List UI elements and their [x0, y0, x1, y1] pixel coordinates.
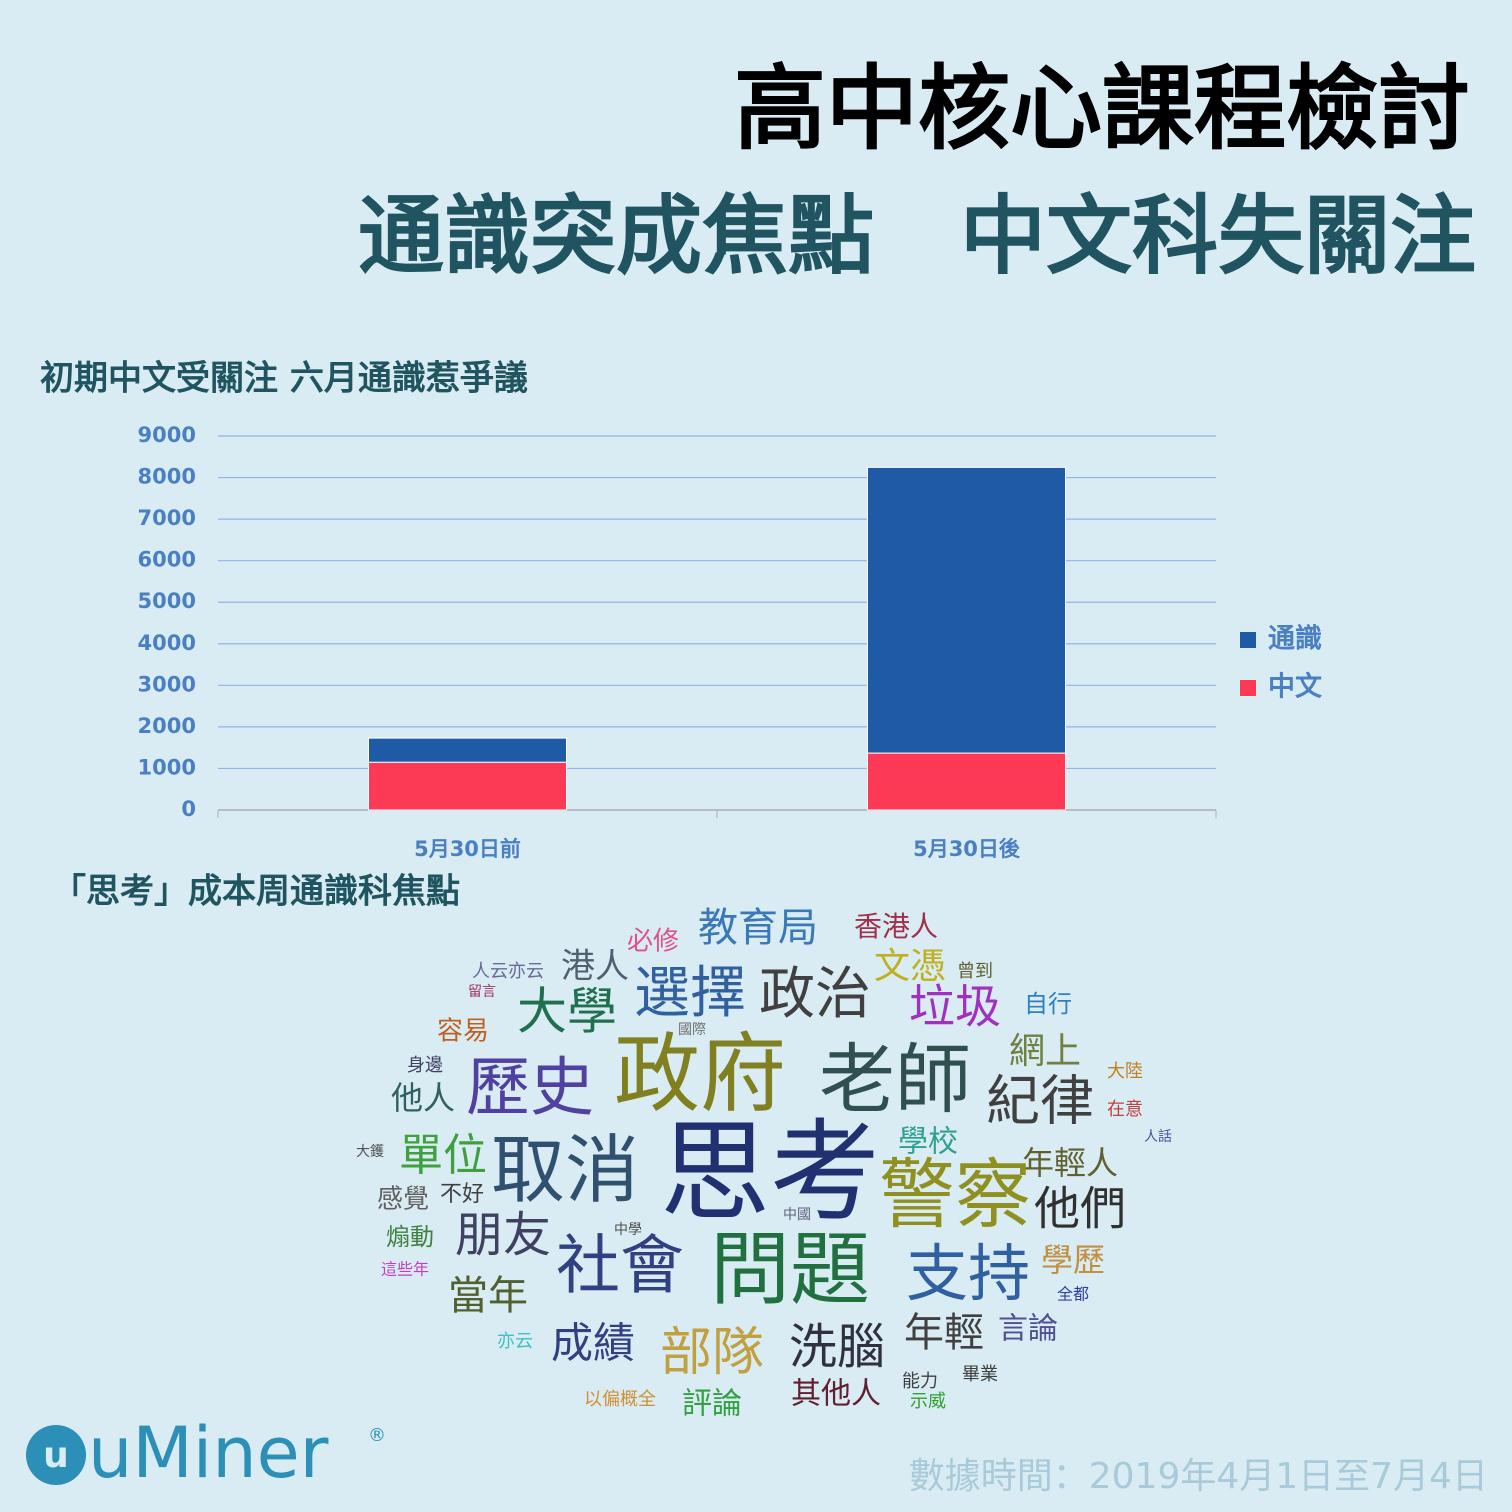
cloud-word: 大學	[517, 983, 617, 1041]
x-tick-label: 5月30日前	[414, 837, 521, 861]
cloud-word: 成績	[551, 1319, 635, 1368]
cloud-word: 警察	[879, 1150, 1031, 1239]
cloud-word: 煽動	[386, 1223, 434, 1251]
cloud-word: 香港人	[854, 910, 938, 943]
y-tick-label: 8000	[138, 465, 196, 489]
cloud-word: 示威	[910, 1391, 946, 1412]
y-tick-label: 1000	[138, 755, 196, 779]
cloud-word: 人云亦云	[472, 961, 544, 982]
cloud-word: 政府	[614, 1024, 786, 1124]
cloud-word: 大陸	[1107, 1061, 1143, 1082]
cloud-word: 容易	[437, 1017, 489, 1047]
cloud-word: 人話	[1144, 1128, 1172, 1145]
logo-mark: ®	[368, 1425, 386, 1446]
logo-text: uMiner	[88, 1412, 329, 1494]
cloud-word: 朋友	[455, 1207, 551, 1263]
cloud-word: 以偏概全	[584, 1389, 656, 1410]
y-tick-label: 2000	[138, 714, 196, 738]
cloud-word: 其他人	[791, 1377, 881, 1412]
cloud-word: 港人	[561, 947, 629, 987]
subtitle: 通識突成焦點 中文科失關注	[358, 186, 1476, 286]
cloud-word: 在意	[1107, 1099, 1143, 1120]
cloud-word: 取消	[491, 1128, 639, 1214]
cloud-word: 選擇	[634, 961, 746, 1026]
cloud-word: 問題	[710, 1223, 870, 1316]
cloud-word: 教育局	[698, 905, 818, 951]
cloud-word: 學校	[898, 1125, 958, 1160]
logo-icon-letter: u	[43, 1435, 69, 1476]
logo-icon	[26, 1425, 86, 1485]
bar-segment	[368, 761, 567, 811]
y-tick-label: 3000	[138, 672, 196, 696]
cloud-word: 國際	[678, 1022, 706, 1038]
cloud-word: 自行	[1024, 990, 1072, 1018]
chart-title: 初期中文受關注 六月通識惹爭議	[40, 359, 528, 399]
cloud-word: 年輕人	[1022, 1144, 1118, 1182]
footer: 數據時間：2019年4月1日至7月4日	[909, 1456, 1488, 1497]
logo: u uMiner ®	[26, 1412, 386, 1494]
cloud-word: 不好	[440, 1182, 484, 1207]
cloud-word: 思考	[660, 1108, 880, 1236]
cloud-word: 言論	[998, 1312, 1058, 1347]
cloud-word: 中學	[614, 1222, 642, 1238]
cloud-word: 文憑	[874, 946, 946, 987]
legend-swatch	[1240, 632, 1256, 648]
cloud-word: 必修	[627, 927, 679, 957]
y-tick-label: 9000	[138, 423, 196, 447]
cloud-word: 他們	[1034, 1182, 1126, 1236]
cloud-word: 曾到	[957, 961, 993, 982]
cloud-word: 學歷	[1041, 1241, 1105, 1279]
cloud-word: 當年	[448, 1273, 528, 1319]
cloud-word: 亦云	[497, 1331, 533, 1352]
cloud-word: 中國	[783, 1207, 811, 1223]
y-tick-label: 4000	[138, 631, 196, 655]
cloud-word: 政治	[759, 962, 871, 1027]
bar-segment	[867, 466, 1066, 754]
cloud-word: 老師	[819, 1035, 971, 1124]
cloud-word: 他人	[391, 1079, 455, 1117]
cloud-word: 網上	[1009, 1031, 1081, 1072]
cloud-word: 部隊	[660, 1323, 764, 1383]
cloud-word: 全都	[1057, 1285, 1089, 1304]
cloud-word: 感覺	[377, 1185, 429, 1215]
y-tick-label: 6000	[138, 548, 196, 572]
legend-label: 通識	[1268, 624, 1322, 655]
cloud-word: 大鑊	[356, 1144, 384, 1160]
bar-segment	[867, 752, 1066, 811]
legend-swatch	[1240, 680, 1256, 696]
cloud-word: 洗腦	[789, 1319, 885, 1375]
cloud-word: 評論	[682, 1387, 742, 1422]
y-tick-label: 0	[181, 797, 196, 821]
legend-label: 中文	[1268, 671, 1323, 703]
cloud-word: 歷史	[466, 1052, 594, 1126]
cloud-word: 身邊	[407, 1055, 443, 1076]
cloud-word: 畢業	[962, 1364, 998, 1385]
cloud-word: 這些年	[381, 1260, 429, 1279]
bar-segment	[368, 737, 567, 763]
cloud-word: 垃圾	[909, 980, 1001, 1034]
cloud-word: 留言	[468, 984, 496, 1000]
cloud-word: 紀律	[986, 1070, 1094, 1133]
title: 高中核心課程檢討	[734, 55, 1470, 162]
cloud-title: 「思考」成本周通識科焦點	[52, 872, 460, 912]
y-tick-label: 5000	[138, 589, 196, 613]
cloud-word: 支持	[906, 1237, 1030, 1310]
y-tick-label: 7000	[138, 506, 196, 530]
cloud-word: 能力	[902, 1371, 938, 1392]
cloud-word: 社會	[556, 1230, 684, 1304]
cloud-word: 年輕	[904, 1310, 984, 1356]
cloud-word: 單位	[399, 1130, 487, 1181]
x-tick-label: 5月30日後	[913, 837, 1021, 861]
